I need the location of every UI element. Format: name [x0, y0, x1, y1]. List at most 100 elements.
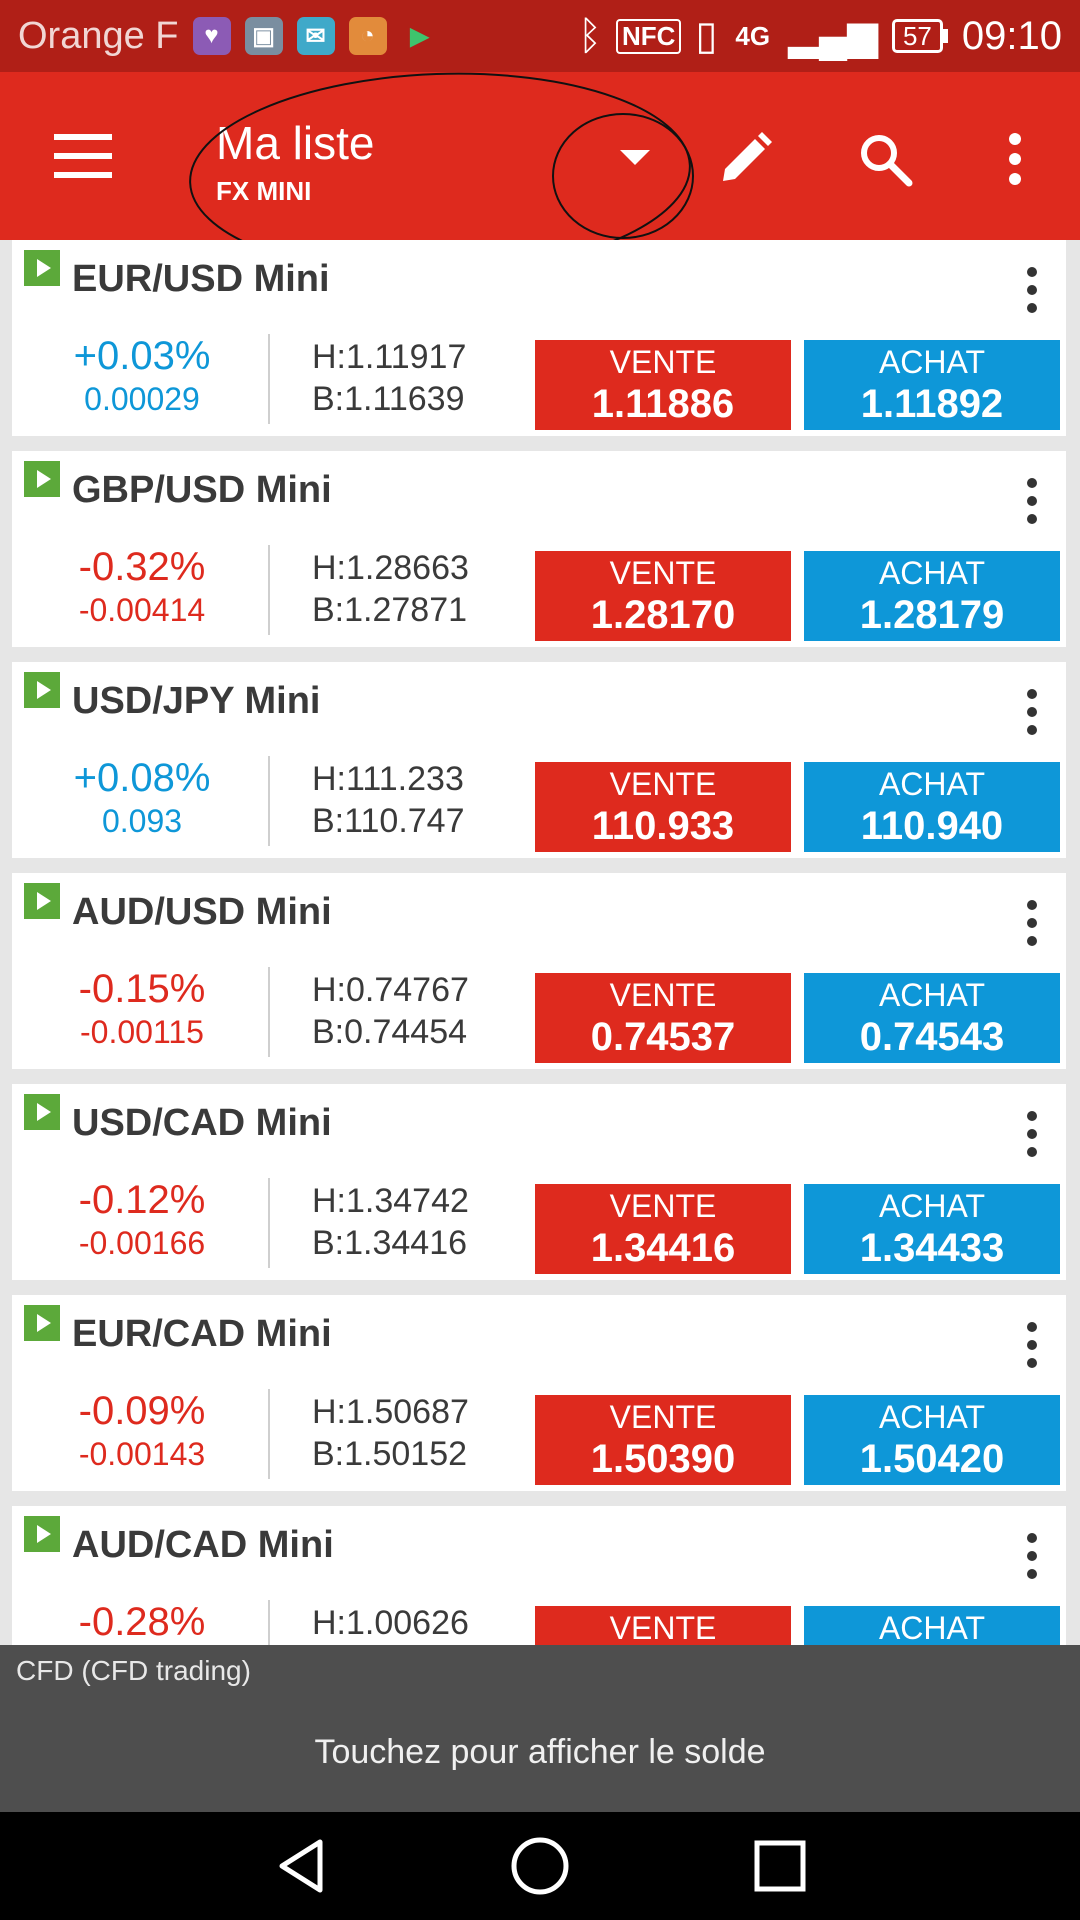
- network-type: 4G: [735, 20, 771, 51]
- instrument-card[interactable]: USD/CAD Mini -0.12% -0.00166 H:1.34742 B…: [12, 1084, 1066, 1280]
- chevron-down-icon[interactable]: [620, 150, 650, 165]
- play-icon[interactable]: [24, 1094, 60, 1130]
- sell-label: VENTE: [609, 1399, 717, 1435]
- play-icon[interactable]: [24, 1305, 60, 1341]
- change-absolute: -0.00414: [78, 592, 206, 628]
- instrument-name: USD/JPY Mini: [72, 680, 321, 722]
- battery-level: 57: [902, 20, 932, 51]
- high-price: H:0.74767: [312, 971, 469, 1009]
- sell-price: 1.11886: [591, 382, 735, 426]
- change-percent: -0.09%: [78, 1389, 206, 1433]
- instrument-more-icon[interactable]: [1012, 471, 1052, 531]
- show-balance-hint[interactable]: Touchez pour afficher le solde: [314, 1733, 766, 1771]
- buy-price: 0.74543: [859, 1015, 1005, 1059]
- buy-label: ACHAT: [878, 1610, 986, 1645]
- notification-icons: ♥ ▣ ✉ ◔ ▶: [192, 17, 439, 55]
- instrument-more-icon[interactable]: [1012, 260, 1052, 320]
- play-icon[interactable]: [24, 672, 60, 708]
- play-store-icon: ▶: [410, 22, 429, 50]
- instrument-card[interactable]: USD/JPY Mini +0.08% 0.093 H:111.233 B:11…: [12, 662, 1066, 858]
- buy-button[interactable]: ACHAT 1.11892: [804, 340, 1060, 430]
- instrument-list[interactable]: EUR/USD Mini +0.03% 0.00029 H:1.11917 B:…: [0, 240, 1080, 1645]
- overflow-menu-icon[interactable]: [980, 124, 1050, 194]
- carrier-name: Orange F: [18, 14, 179, 57]
- buy-button[interactable]: ACHAT 110.940: [804, 762, 1060, 852]
- buy-button[interactable]: ACHAT: [804, 1606, 1060, 1645]
- wifi-app-icon: ◔: [348, 17, 387, 55]
- balance-panel[interactable]: CFD (CFD trading) Touchez pour afficher …: [0, 1645, 1080, 1812]
- sell-price: 1.34416: [590, 1226, 736, 1270]
- play-icon[interactable]: [24, 461, 60, 497]
- sell-button[interactable]: VENTE 1.34416: [535, 1184, 791, 1274]
- low-price: B:1.11639: [312, 380, 465, 418]
- instrument-more-icon[interactable]: [1012, 893, 1052, 953]
- buy-button[interactable]: ACHAT 1.50420: [804, 1395, 1060, 1485]
- sell-price: 1.50390: [590, 1437, 736, 1481]
- high-price: H:1.28663: [312, 549, 469, 587]
- instrument-more-icon[interactable]: [1012, 682, 1052, 742]
- sell-button[interactable]: VENTE 1.11886: [535, 340, 791, 430]
- buy-label: ACHAT: [878, 977, 986, 1013]
- change-percent: -0.12%: [78, 1178, 206, 1222]
- instrument-card[interactable]: EUR/CAD Mini -0.09% -0.00143 H:1.50687 B…: [12, 1295, 1066, 1491]
- change-percent: +0.08%: [73, 756, 211, 800]
- buy-label: ACHAT: [878, 766, 986, 802]
- sell-button[interactable]: VENTE: [535, 1606, 791, 1645]
- hamburger-menu-icon[interactable]: [54, 134, 112, 178]
- buy-button[interactable]: ACHAT 1.34433: [804, 1184, 1060, 1274]
- play-icon[interactable]: [24, 250, 60, 286]
- instrument-more-icon[interactable]: [1012, 1526, 1052, 1586]
- back-icon[interactable]: [270, 1834, 334, 1898]
- low-price: B:0.74454: [312, 1013, 468, 1051]
- low-price: B:1.34416: [312, 1224, 468, 1262]
- change-absolute: 0.00029: [84, 381, 200, 417]
- sell-label: VENTE: [609, 555, 717, 591]
- sell-label: VENTE: [609, 977, 717, 1013]
- page-title: Ma liste: [216, 117, 375, 169]
- change-absolute: -0.00115: [80, 1014, 204, 1050]
- instrument-more-icon[interactable]: [1012, 1104, 1052, 1164]
- buy-button[interactable]: ACHAT 1.28179: [804, 551, 1060, 641]
- buy-label: ACHAT: [878, 555, 986, 591]
- mail-app-icon: ✉: [296, 17, 335, 55]
- instrument-card[interactable]: EUR/USD Mini +0.03% 0.00029 H:1.11917 B:…: [12, 240, 1066, 436]
- vibrate-icon: ▯: [695, 14, 718, 58]
- battery-tip: [942, 29, 948, 43]
- instrument-more-icon[interactable]: [1012, 1315, 1052, 1375]
- high-low-block: H:111.233 B:110.747: [312, 758, 465, 842]
- recent-apps-icon[interactable]: [748, 1834, 812, 1898]
- change-block: +0.08% 0.093: [42, 756, 242, 840]
- buy-button[interactable]: ACHAT 0.74543: [804, 973, 1060, 1063]
- health-app-icon: ♥: [192, 17, 231, 55]
- buy-price: 1.34433: [859, 1226, 1005, 1270]
- sell-button[interactable]: VENTE 1.50390: [535, 1395, 791, 1485]
- high-price: H:1.00626: [312, 1604, 469, 1642]
- sell-label: VENTE: [609, 1188, 717, 1224]
- account-type: CFD (CFD trading): [16, 1655, 251, 1686]
- bluetooth-icon: ᛒ: [577, 13, 602, 58]
- high-price: H:111.233: [312, 760, 464, 798]
- change-absolute: -0.00166: [78, 1225, 206, 1261]
- high-low-block: H:0.74767 B:0.74454: [312, 969, 469, 1053]
- buy-label: ACHAT: [878, 1399, 986, 1435]
- instrument-card[interactable]: AUD/CAD Mini -0.28% H:1.00626 VENTE ACHA…: [12, 1506, 1066, 1645]
- sell-button[interactable]: VENTE 110.933: [535, 762, 791, 852]
- play-icon[interactable]: [24, 883, 60, 919]
- home-icon[interactable]: [508, 1834, 572, 1898]
- sell-button[interactable]: VENTE 1.28170: [535, 551, 791, 641]
- instrument-card[interactable]: GBP/USD Mini -0.32% -0.00414 H:1.28663 B…: [12, 451, 1066, 647]
- nfc-icon: NFC: [615, 18, 682, 54]
- search-icon[interactable]: [850, 124, 920, 194]
- gallery-app-icon: ▣: [244, 17, 283, 55]
- sell-label: VENTE: [609, 1610, 717, 1645]
- edit-icon[interactable]: [710, 124, 780, 194]
- play-icon[interactable]: [24, 1516, 60, 1552]
- change-percent: +0.03%: [73, 334, 211, 378]
- system-nav-bar: [0, 1812, 1080, 1920]
- buy-label: ACHAT: [878, 1188, 986, 1224]
- watchlist-selector[interactable]: Ma liste FX MINI: [216, 118, 374, 207]
- clock: 09:10: [961, 13, 1062, 58]
- instrument-card[interactable]: AUD/USD Mini -0.15% -0.00115 H:0.74767 B…: [12, 873, 1066, 1069]
- status-bar: Orange F ♥ ▣ ✉ ◔ ▶ ᛒ NFC ▯ 4G ▂▄▆ 57 09:…: [0, 0, 1080, 72]
- sell-button[interactable]: VENTE 0.74537: [535, 973, 791, 1063]
